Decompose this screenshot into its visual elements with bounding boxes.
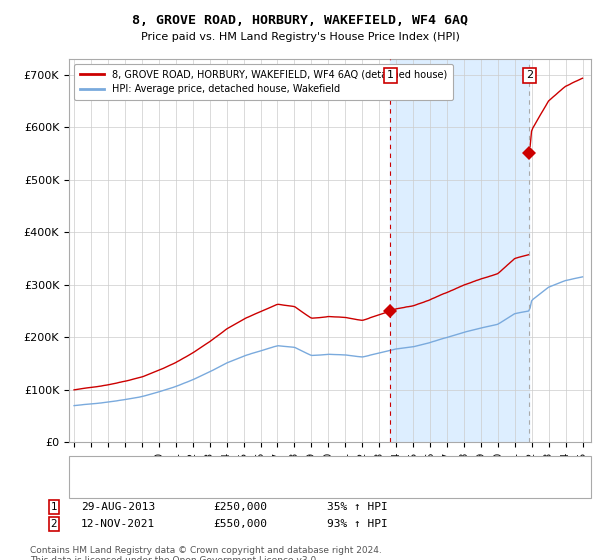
Text: Contains HM Land Registry data © Crown copyright and database right 2024.
This d: Contains HM Land Registry data © Crown c… [30,546,382,560]
Text: £550,000: £550,000 [213,519,267,529]
Text: 2: 2 [526,71,533,80]
Text: Price paid vs. HM Land Registry's House Price Index (HPI): Price paid vs. HM Land Registry's House … [140,32,460,43]
Text: HPI: Average price, detached house, Wakefield: HPI: Average price, detached house, Wake… [102,482,367,492]
Legend: 8, GROVE ROAD, HORBURY, WAKEFIELD, WF4 6AQ (detached house), HPI: Average price,: 8, GROVE ROAD, HORBURY, WAKEFIELD, WF4 6… [74,64,453,100]
Text: ———: ——— [72,464,97,477]
Text: 35% ↑ HPI: 35% ↑ HPI [327,502,388,512]
Text: 1: 1 [387,71,394,80]
Text: ———: ——— [72,480,97,494]
Text: 93% ↑ HPI: 93% ↑ HPI [327,519,388,529]
Bar [391,59,529,442]
Text: £250,000: £250,000 [213,502,267,512]
Text: 8, GROVE ROAD, HORBURY, WAKEFIELD, WF4 6AQ (detached house): 8, GROVE ROAD, HORBURY, WAKEFIELD, WF4 6… [102,465,449,475]
Text: 1: 1 [50,502,58,512]
Text: 2: 2 [50,519,58,529]
Text: 29-AUG-2013: 29-AUG-2013 [81,502,155,512]
Text: 8, GROVE ROAD, HORBURY, WAKEFIELD, WF4 6AQ: 8, GROVE ROAD, HORBURY, WAKEFIELD, WF4 6… [132,14,468,27]
Text: 12-NOV-2021: 12-NOV-2021 [81,519,155,529]
